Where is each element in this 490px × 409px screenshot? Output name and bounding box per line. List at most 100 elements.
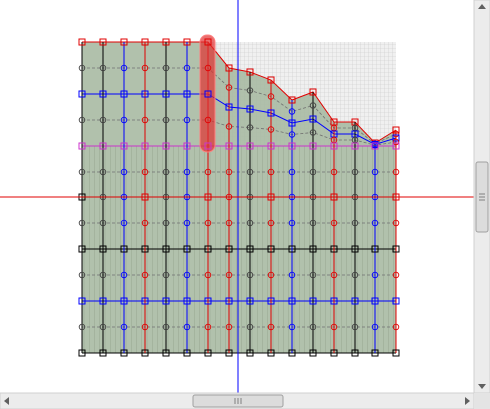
scroll-down[interactable] <box>478 384 486 389</box>
mesh-node[interactable] <box>246 68 254 76</box>
mesh-node[interactable] <box>225 219 233 227</box>
mesh-node[interactable] <box>99 38 107 46</box>
mesh-node[interactable] <box>225 297 233 305</box>
mesh-node[interactable] <box>120 38 128 46</box>
mesh-node[interactable] <box>392 219 400 227</box>
mesh-node[interactable] <box>225 84 233 91</box>
mesh-node[interactable] <box>225 271 233 279</box>
mesh-node[interactable] <box>120 271 128 279</box>
mesh-node[interactable] <box>225 103 233 111</box>
mesh-node[interactable] <box>392 142 400 150</box>
mesh-node[interactable] <box>246 271 254 279</box>
mesh-node[interactable] <box>141 219 149 227</box>
mesh-node[interactable] <box>183 116 191 124</box>
mesh-node[interactable] <box>392 168 400 176</box>
vertical-scrollbar[interactable] <box>473 0 490 394</box>
mesh-node[interactable] <box>204 168 212 176</box>
mesh-node[interactable] <box>267 168 275 176</box>
mesh-node[interactable] <box>351 142 359 150</box>
scroll-up[interactable] <box>478 4 486 9</box>
mesh-node[interactable] <box>351 297 359 305</box>
mesh-node[interactable] <box>309 245 317 253</box>
mesh-node[interactable] <box>204 323 212 331</box>
mesh-node[interactable] <box>204 64 212 72</box>
mesh-node[interactable] <box>371 142 379 150</box>
mesh-node[interactable] <box>99 142 107 150</box>
mesh-node[interactable] <box>371 245 379 253</box>
mesh-node[interactable] <box>78 297 86 305</box>
mesh-node[interactable] <box>288 119 296 127</box>
mesh-node[interactable] <box>183 271 191 279</box>
mesh-node[interactable] <box>162 297 170 305</box>
mesh-node[interactable] <box>288 349 296 357</box>
mesh-node[interactable] <box>99 116 107 124</box>
mesh-node[interactable] <box>351 349 359 357</box>
mesh-node[interactable] <box>99 64 107 72</box>
mesh-node[interactable] <box>204 245 212 253</box>
mesh-node[interactable] <box>99 271 107 279</box>
mesh-node[interactable] <box>371 323 379 331</box>
mesh-node[interactable] <box>309 168 317 176</box>
mesh-node[interactable] <box>141 116 149 124</box>
mesh-node[interactable] <box>267 297 275 305</box>
scroll-right[interactable] <box>465 397 470 405</box>
mesh-node[interactable] <box>183 297 191 305</box>
mesh-node[interactable] <box>309 297 317 305</box>
mesh-node[interactable] <box>204 90 212 98</box>
scroll-left[interactable] <box>4 397 9 405</box>
mesh-node[interactable] <box>225 323 233 331</box>
mesh-node[interactable] <box>162 219 170 227</box>
mesh-node[interactable] <box>371 219 379 227</box>
mesh-node[interactable] <box>267 142 275 150</box>
mesh-node[interactable] <box>120 168 128 176</box>
mesh-node[interactable] <box>225 123 233 130</box>
mesh-node[interactable] <box>225 64 233 72</box>
mesh-node[interactable] <box>120 297 128 305</box>
mesh-node[interactable] <box>288 297 296 305</box>
mesh-node[interactable] <box>309 219 317 227</box>
mesh-node[interactable] <box>99 90 107 98</box>
mesh-node[interactable] <box>162 142 170 150</box>
mesh-node[interactable] <box>267 323 275 331</box>
mesh-node[interactable] <box>288 108 296 115</box>
mesh-node[interactable] <box>267 109 275 117</box>
mesh-node[interactable] <box>246 168 254 176</box>
mesh-node[interactable] <box>288 323 296 331</box>
mesh-node[interactable] <box>288 245 296 253</box>
mesh-node[interactable] <box>141 349 149 357</box>
mesh-node[interactable] <box>288 96 296 104</box>
mesh-node[interactable] <box>288 168 296 176</box>
mesh-node[interactable] <box>120 64 128 72</box>
mesh-node[interactable] <box>162 38 170 46</box>
mesh-node[interactable] <box>141 297 149 305</box>
mesh-node[interactable] <box>309 142 317 150</box>
mesh-node[interactable] <box>162 168 170 176</box>
mesh-node[interactable] <box>162 271 170 279</box>
mesh-node[interactable] <box>225 349 233 357</box>
mesh-node[interactable] <box>204 219 212 227</box>
mesh-node[interactable] <box>351 245 359 253</box>
mesh-node[interactable] <box>267 245 275 253</box>
mesh-node[interactable] <box>120 323 128 331</box>
mesh-node[interactable] <box>183 38 191 46</box>
mesh-node[interactable] <box>288 131 296 138</box>
mesh-node[interactable] <box>99 323 107 331</box>
mesh-node[interactable] <box>162 245 170 253</box>
horizontal-scrollbar[interactable] <box>0 392 475 409</box>
mesh-node[interactable] <box>330 349 338 357</box>
mesh-node[interactable] <box>330 297 338 305</box>
mesh-node[interactable] <box>99 168 107 176</box>
mesh-node[interactable] <box>78 349 86 357</box>
mesh-node[interactable] <box>330 168 338 176</box>
mesh-node[interactable] <box>267 126 275 133</box>
mesh-node[interactable] <box>120 90 128 98</box>
mesh-node[interactable] <box>99 245 107 253</box>
mesh-node[interactable] <box>351 219 359 227</box>
mesh-node[interactable] <box>78 38 86 46</box>
mesh-node[interactable] <box>392 349 400 357</box>
mesh-node[interactable] <box>162 323 170 331</box>
mesh-node[interactable] <box>330 271 338 279</box>
mesh-node[interactable] <box>141 90 149 98</box>
mesh-node[interactable] <box>162 64 170 72</box>
mesh-node[interactable] <box>78 245 86 253</box>
